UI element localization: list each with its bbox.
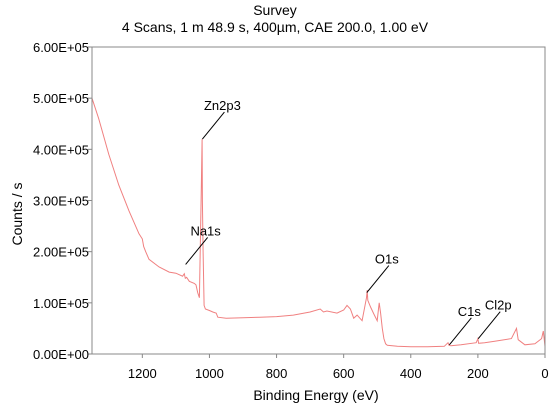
x-tick-label: 400 <box>400 366 422 381</box>
x-tick-label: 600 <box>333 366 355 381</box>
peak-label: Cl2p <box>485 298 512 313</box>
x-tick-label: 1000 <box>195 366 224 381</box>
peak-label: Na1s <box>190 223 221 238</box>
y-tick-label: 0.00E+00 <box>33 347 89 362</box>
y-tick-label: 1.00E+05 <box>33 296 89 311</box>
x-tick-label: 0 <box>541 366 548 381</box>
peak-leader-line <box>448 317 472 346</box>
chart-title: Survey <box>253 2 297 18</box>
y-tick-label: 2.00E+05 <box>33 245 89 260</box>
series-layer <box>91 98 546 348</box>
y-axis-label: Counts / s <box>9 182 25 246</box>
annotation-layer: Zn2p3 Na1s O1s C1s Cl2p <box>185 98 512 346</box>
y-tick-label: 5.00E+05 <box>33 91 89 106</box>
x-tick-label: 200 <box>467 366 489 381</box>
peak-label: C1s <box>458 304 482 319</box>
x-tick-label: 800 <box>266 366 288 381</box>
peak-label: Zn2p3 <box>204 98 241 113</box>
peak-leader-line <box>185 237 209 265</box>
chart-subtitle: 4 Scans, 1 m 48.9 s, 400µm, CAE 200.0, 1… <box>121 19 429 35</box>
spectrum-line <box>91 98 546 348</box>
y-tick-label: 3.00E+05 <box>33 194 89 209</box>
peak-leader-line <box>477 311 501 339</box>
peak-leader-line <box>366 265 390 293</box>
y-tick-label: 4.00E+05 <box>33 142 89 157</box>
x-axis: 1200 1000 800 600 400 200 0 <box>128 354 549 381</box>
y-axis: 0.00E+00 1.00E+05 2.00E+05 3.00E+05 4.00E+05… <box>33 40 92 362</box>
peak-label: O1s <box>375 252 399 267</box>
x-tick-label: 1200 <box>128 366 157 381</box>
peak-leader-line <box>202 111 225 140</box>
y-tick-label: 6.00E+05 <box>33 40 89 55</box>
x-axis-label: Binding Energy (eV) <box>253 387 379 403</box>
